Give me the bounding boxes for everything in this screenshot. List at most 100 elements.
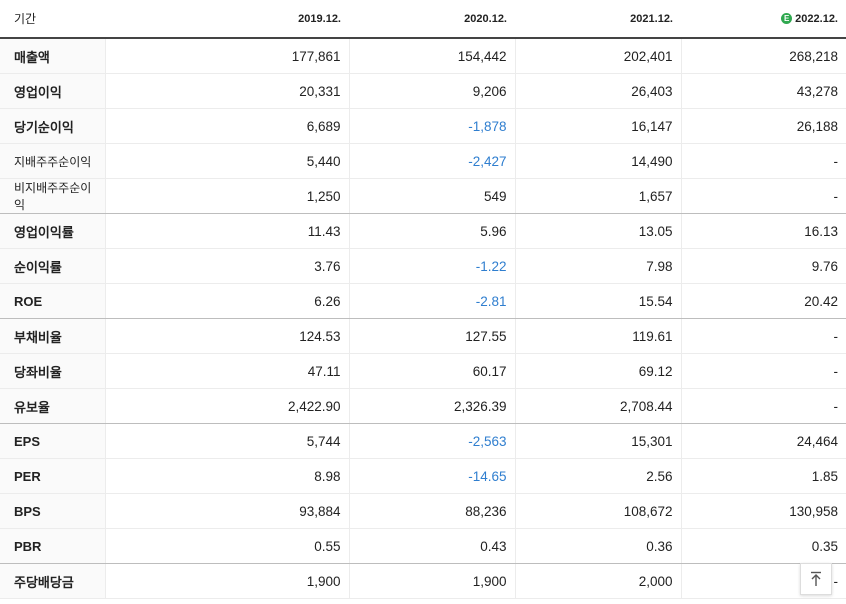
table-row: BPS 93,884 88,236 108,672 130,958 [0, 493, 846, 529]
table-cell: -14.65 [348, 458, 515, 494]
table-cell: 24,464 [680, 423, 846, 459]
table-cell: -1,878 [348, 108, 515, 144]
table-cell: 15.54 [514, 283, 681, 319]
table-row: PBR 0.55 0.43 0.36 0.35 [0, 528, 846, 564]
table-cell: 1,900 [104, 563, 349, 599]
table-cell: 130,958 [680, 493, 846, 529]
table-cell: 20,331 [104, 73, 349, 109]
table-cell: 14,490 [514, 143, 681, 179]
table-cell: -2,563 [348, 423, 515, 459]
table-cell: 177,861 [104, 38, 349, 74]
table-cell: 2,708.44 [514, 388, 681, 424]
table-cell: 7.98 [514, 248, 681, 284]
table-cell: 6.26 [104, 283, 349, 319]
arrow-up-to-top-icon [811, 571, 821, 586]
table-row: 당좌비율 47.11 60.17 69.12- [0, 353, 846, 389]
row-label: BPS [0, 493, 105, 529]
table-cell: 13.05 [514, 213, 681, 249]
table-cell: 2,326.39 [348, 388, 515, 424]
table-cell: 8.98 [104, 458, 349, 494]
table-row: ROE 6.26 -2.81 15.54 20.42 [0, 283, 846, 319]
table-cell: 0.55 [104, 528, 349, 564]
table-cell: 16.13 [680, 213, 846, 249]
table-cell: 93,884 [104, 493, 349, 529]
row-label: 영업이익률 [0, 213, 105, 249]
table-cell: 47.11 [104, 353, 349, 389]
table-cell: 1.85 [680, 458, 846, 494]
table-row: 순이익률 3.76 -1.22 7.98 9.76 [0, 248, 846, 284]
row-label: 부채비율 [0, 318, 105, 354]
row-label: ROE [0, 283, 105, 319]
header-row: 기간 2019.12. 2020.12. 2021.12. E 2022.12. [0, 0, 846, 39]
row-label: PER [0, 458, 105, 494]
table-cell: -2.81 [348, 283, 515, 319]
table-cell: -2,427 [348, 143, 515, 179]
table-cell: - [680, 353, 846, 389]
estimate-badge-icon: E [781, 12, 793, 24]
table-row: 매출액 177,861 154,442 202,401 268,218 [0, 38, 846, 74]
table-cell: 268,218 [680, 38, 846, 74]
table-cell: 11.43 [104, 213, 349, 249]
row-label: 당좌비율 [0, 353, 105, 389]
row-label: EPS [0, 423, 105, 459]
table-cell: 202,401 [514, 38, 681, 74]
table-cell: 124.53 [104, 318, 349, 354]
table-cell: 1,900 [348, 563, 515, 599]
table-cell: - [680, 318, 846, 354]
table-cell: 2,422.90 [104, 388, 349, 424]
row-label: 지배주주순이익 [0, 143, 105, 179]
table-row: PER 8.98 -14.65 2.56 1.85 [0, 458, 846, 494]
table-cell: 108,672 [514, 493, 681, 529]
table-cell: 5.96 [348, 213, 515, 249]
row-label: 유보율 [0, 388, 105, 424]
table-cell: 2,000 [514, 563, 681, 599]
table-cell: 88,236 [348, 493, 515, 529]
table-cell: 9.76 [680, 248, 846, 284]
period-2022-label: 2022.12. [795, 12, 838, 25]
table-row: 지배주주순이익 5,440 -2,427 14,490- [0, 143, 846, 179]
table-row: 영업이익 20,331 9,206 26,403 43,278 [0, 73, 846, 109]
table-cell: 5,440 [104, 143, 349, 179]
table-cell: - [680, 388, 846, 424]
table-cell: 5,744 [104, 423, 349, 459]
table-cell: 3.76 [104, 248, 349, 284]
table-cell: 26,188 [680, 108, 846, 144]
row-label: 순이익률 [0, 248, 105, 284]
table-cell: 20.42 [680, 283, 846, 319]
table-cell: 9,206 [348, 73, 515, 109]
table-row: EPS 5,744 -2,563 15,301 24,464 [0, 423, 846, 459]
row-label: 당기순이익 [0, 108, 105, 144]
period-label: 기간 [0, 0, 105, 39]
table-cell: 16,147 [514, 108, 681, 144]
period-2022-estimate: E 2022.12. [681, 0, 846, 39]
table-cell: 549 [348, 178, 515, 214]
table-row: 당기순이익 6,689 -1,878 16,147 26,188 [0, 108, 846, 144]
table-cell: 15,301 [514, 423, 681, 459]
table-cell: 0.43 [348, 528, 515, 564]
table-row: 부채비율 124.53 127.55 119.61- [0, 318, 846, 354]
row-label: 비지배주주순이익 [0, 178, 105, 214]
period-2021: 2021.12. [515, 0, 681, 39]
period-2019: 2019.12. [105, 0, 349, 39]
row-label: PBR [0, 528, 105, 564]
table-row: 영업이익률 11.43 5.96 13.05 16.13 [0, 213, 846, 249]
table-cell: 0.35 [680, 528, 846, 564]
table-cell: 1,250 [104, 178, 349, 214]
table-cell: 26,403 [514, 73, 681, 109]
period-2020: 2020.12. [349, 0, 515, 39]
table-row: 비지배주주순이익 1,250 549 1,657- [0, 178, 846, 214]
table-cell: -1.22 [348, 248, 515, 284]
scroll-top-button[interactable] [800, 563, 832, 595]
table-cell: - [680, 178, 846, 214]
row-label: 영업이익 [0, 73, 105, 109]
table-cell: 43,278 [680, 73, 846, 109]
table-cell: 69.12 [514, 353, 681, 389]
table-cell: - [680, 143, 846, 179]
table-cell: 0.36 [514, 528, 681, 564]
table-row: 유보율 2,422.90 2,326.39 2,708.44- [0, 388, 846, 424]
row-label: 매출액 [0, 38, 105, 74]
table-cell: 60.17 [348, 353, 515, 389]
table-cell: 154,442 [348, 38, 515, 74]
table-cell: 6,689 [104, 108, 349, 144]
